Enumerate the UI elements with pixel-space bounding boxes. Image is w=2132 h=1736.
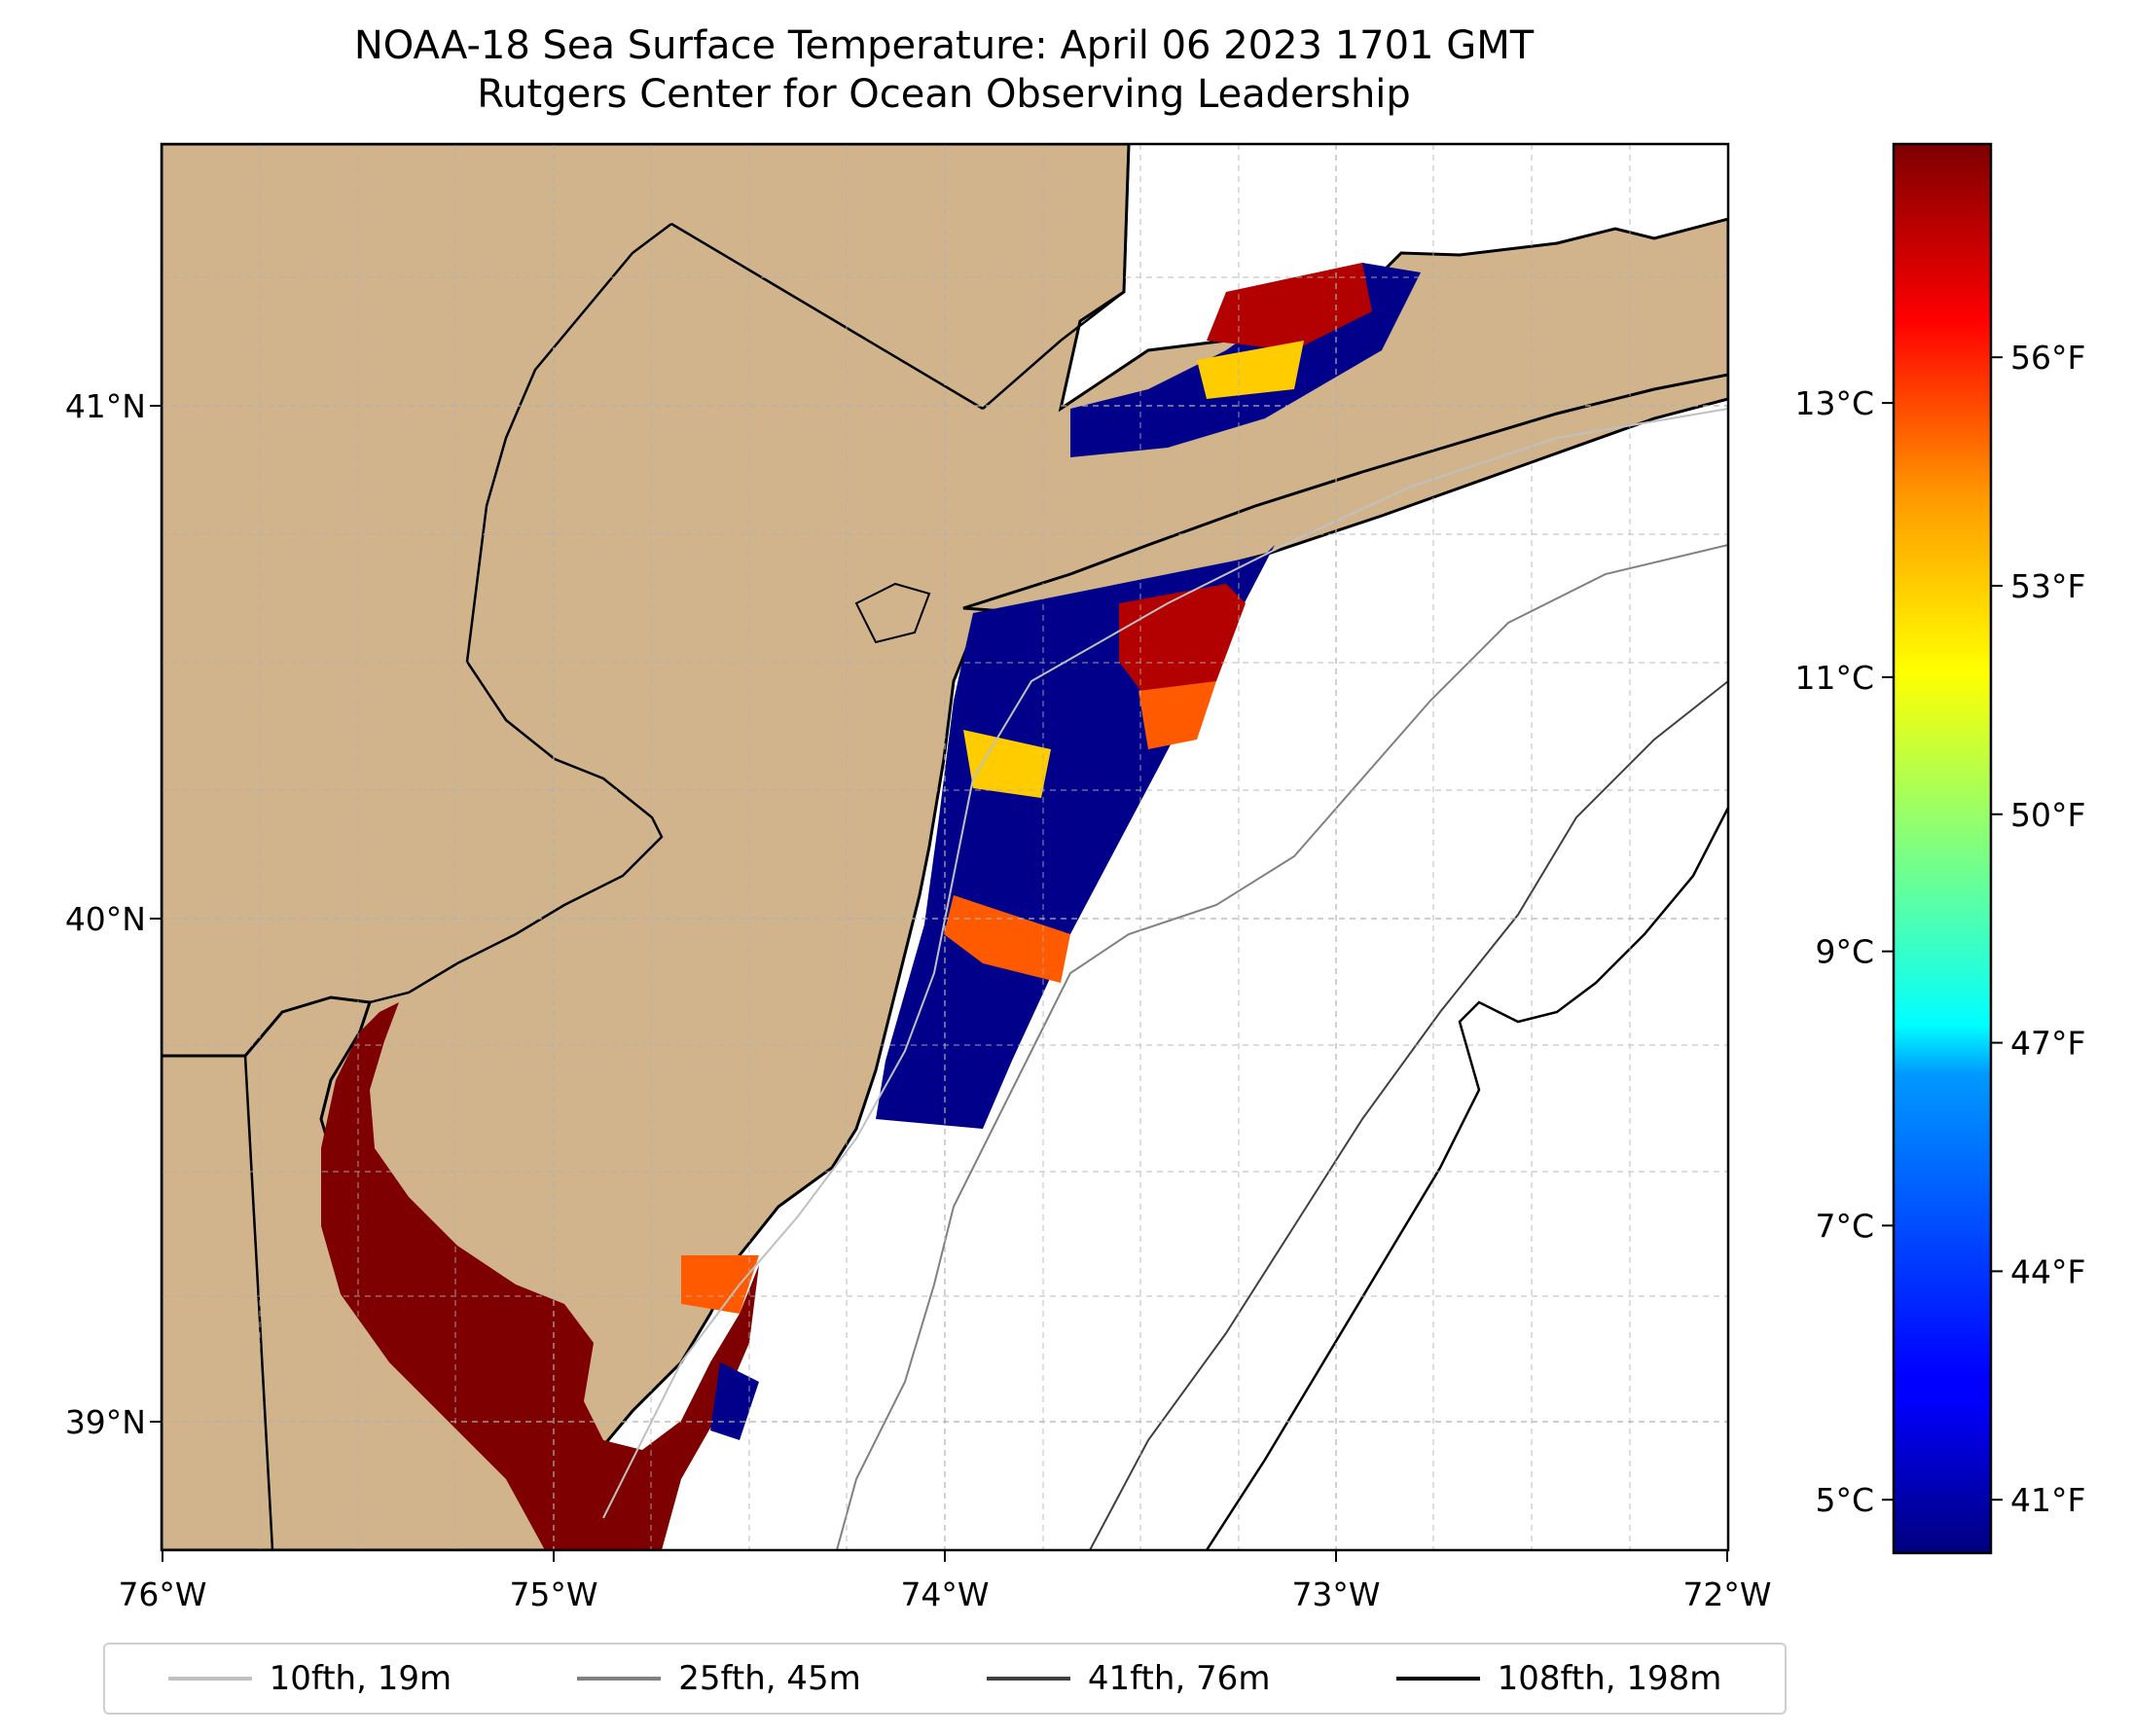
lon-label-72w: 72°W <box>1682 1575 1771 1613</box>
legend-item-108fth: 108fth, 198m <box>1395 1659 1722 1698</box>
sst-warm-patch-3 <box>944 895 1070 983</box>
legend-swatch-10fth <box>167 1677 252 1681</box>
contour-108fth <box>1205 807 1728 1550</box>
legend-item-10fth: 10fth, 19m <box>167 1659 452 1698</box>
sst-warm-patch-7 <box>681 1255 759 1314</box>
lon-label-76w: 76°W <box>118 1575 206 1613</box>
colorbar-gradient <box>1892 142 1993 1555</box>
title-line-2: Rutgers Center for Ocean Observing Leade… <box>477 72 1411 117</box>
colorbar-celsius-label: 9°C <box>1815 933 1874 971</box>
colorbar-fahrenheit-label: 41°F <box>2010 1481 2085 1519</box>
colorbar-celsius-label: 13°C <box>1794 384 1874 422</box>
sst-warm-patch-2 <box>1138 681 1216 749</box>
colorbar-celsius-axis: 13°C 11°C 9°C 7°C 5°C <box>1794 384 1894 1519</box>
latitude-labels: 41°N 40°N 39°N <box>65 387 146 1441</box>
grid-minor <box>162 144 1728 1550</box>
legend-swatch-41fth <box>986 1677 1070 1681</box>
title-line-1: NOAA-18 Sea Surface Temperature: April 0… <box>353 23 1535 68</box>
legend-label-10fth: 10fth, 19m <box>269 1659 452 1698</box>
contour-legend: 10fth, 19m 25fth, 45m 41fth, 76m 108fth,… <box>103 1643 1787 1715</box>
sst-warm-patch-4 <box>963 730 1051 798</box>
legend-label-41fth: 41fth, 76m <box>1087 1659 1271 1698</box>
colorbar-celsius-label: 11°C <box>1794 659 1874 697</box>
colorbar-fahrenheit-axis: 56°F 53°F 50°F 47°F 44°F 41°F <box>1991 339 2085 1519</box>
colorbar-fahrenheit-label: 50°F <box>2010 796 2085 834</box>
colorbar-fahrenheit-label: 44°F <box>2010 1252 2085 1290</box>
lat-label-39n: 39°N <box>65 1403 146 1441</box>
lon-label-75w: 75°W <box>509 1575 597 1613</box>
legend-swatch-108fth <box>1395 1677 1480 1681</box>
legend-item-41fth: 41fth, 76m <box>986 1659 1271 1698</box>
colorbar: 13°C 11°C 9°C 7°C 5°C 56°F 53°F 50°F 47°F 44°F 41… <box>1794 142 2085 1555</box>
lon-label-74w: 74°W <box>900 1575 989 1613</box>
legend-item-25fth: 25fth, 45m <box>577 1659 861 1698</box>
map-title: NOAA-18 Sea Surface Temperature: April 0… <box>0 21 1888 119</box>
lat-label-41n: 41°N <box>65 387 146 425</box>
legend-label-108fth: 108fth, 198m <box>1497 1659 1722 1698</box>
gridlines <box>162 144 1728 1550</box>
lat-label-40n: 40°N <box>65 900 146 938</box>
colorbar-fahrenheit-label: 53°F <box>2010 567 2085 605</box>
colorbar-fahrenheit-label: 47°F <box>2010 1025 2085 1063</box>
state-boundary-nj-ny <box>670 144 1131 411</box>
state-boundary-de-md <box>243 1055 274 1550</box>
colorbar-celsius-label: 5°C <box>1815 1481 1874 1519</box>
contour-10fth <box>602 408 1728 1519</box>
contour-41fth <box>1089 680 1728 1550</box>
sst-cold-patch-south <box>710 1362 759 1440</box>
state-boundary-pa-nj <box>369 223 672 1004</box>
delaware-bay-sst <box>321 1002 759 1550</box>
sst-warm-patch-5 <box>1207 263 1372 350</box>
legend-swatch-25fth <box>577 1677 662 1681</box>
legend-label-25fth: 25fth, 45m <box>678 1659 861 1698</box>
lon-label-73w: 73°W <box>1291 1575 1380 1613</box>
contour-25fth <box>836 544 1728 1550</box>
longitude-labels: 76°W 75°W 74°W 73°W 72°W <box>118 1575 1771 1613</box>
colorbar-celsius-label: 7°C <box>1815 1207 1874 1245</box>
sst-warm-patch-6 <box>1197 341 1304 399</box>
staten-island-land <box>854 582 931 644</box>
axis-ticks <box>150 405 1728 1562</box>
colorbar-fahrenheit-label: 56°F <box>2010 339 2085 377</box>
map-canvas <box>162 144 1728 1550</box>
